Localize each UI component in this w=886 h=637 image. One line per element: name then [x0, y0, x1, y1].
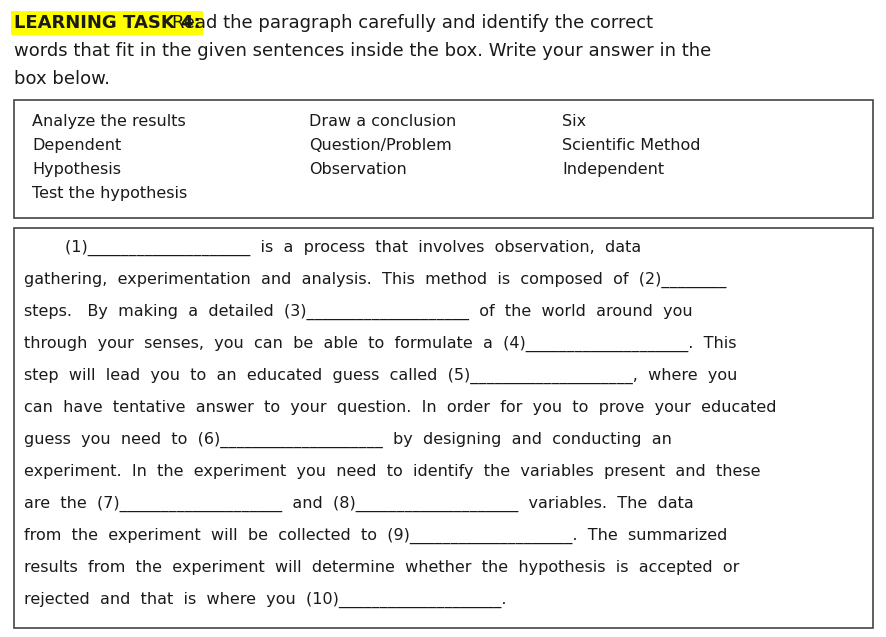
- Text: Independent: Independent: [562, 162, 664, 177]
- Text: Question/Problem: Question/Problem: [308, 138, 451, 153]
- Text: (1)____________________  is  a  process  that  involves  observation,  data: (1)____________________ is a process tha…: [24, 240, 641, 256]
- Text: through  your  senses,  you  can  be  able  to  formulate  a  (4)_______________: through your senses, you can be able to …: [24, 336, 735, 352]
- Text: from  the  experiment  will  be  collected  to  (9)____________________.  The  s: from the experiment will be collected to…: [24, 528, 727, 544]
- Text: Six: Six: [562, 114, 586, 129]
- Text: Scientific Method: Scientific Method: [562, 138, 700, 153]
- Text: Read the paragraph carefully and identify the correct: Read the paragraph carefully and identif…: [172, 14, 652, 32]
- Text: experiment.  In  the  experiment  you  need  to  identify  the  variables  prese: experiment. In the experiment you need t…: [24, 464, 759, 479]
- Text: can  have  tentative  answer  to  your  question.  In  order  for  you  to  prov: can have tentative answer to your questi…: [24, 400, 775, 415]
- Text: Test the hypothesis: Test the hypothesis: [32, 186, 187, 201]
- Text: are  the  (7)____________________  and  (8)____________________  variables.  The: are the (7)____________________ and (8)_…: [24, 496, 693, 512]
- Text: LEARNING TASK 4:: LEARNING TASK 4:: [14, 14, 200, 32]
- Text: box below.: box below.: [14, 70, 110, 88]
- Text: guess  you  need  to  (6)____________________  by  designing  and  conducting  a: guess you need to (6)___________________…: [24, 432, 671, 448]
- Text: Hypothesis: Hypothesis: [32, 162, 120, 177]
- Bar: [14, 228, 872, 628]
- Text: steps.   By  making  a  detailed  (3)____________________  of  the  world  aroun: steps. By making a detailed (3)_________…: [24, 304, 692, 320]
- Text: Analyze the results: Analyze the results: [32, 114, 185, 129]
- Text: rejected  and  that  is  where  you  (10)____________________.: rejected and that is where you (10)_____…: [24, 592, 506, 608]
- Text: results  from  the  experiment  will  determine  whether  the  hypothesis  is  a: results from the experiment will determi…: [24, 560, 739, 575]
- Text: gathering,  experimentation  and  analysis.  This  method  is  composed  of  (2): gathering, experimentation and analysis.…: [24, 272, 726, 288]
- Text: Dependent: Dependent: [32, 138, 121, 153]
- Text: Draw a conclusion: Draw a conclusion: [308, 114, 455, 129]
- Text: Observation: Observation: [308, 162, 407, 177]
- Text: step  will  lead  you  to  an  educated  guess  called  (5)____________________,: step will lead you to an educated guess …: [24, 368, 736, 384]
- Bar: [14, 100, 872, 218]
- Text: words that fit in the given sentences inside the box. Write your answer in the: words that fit in the given sentences in…: [14, 42, 711, 60]
